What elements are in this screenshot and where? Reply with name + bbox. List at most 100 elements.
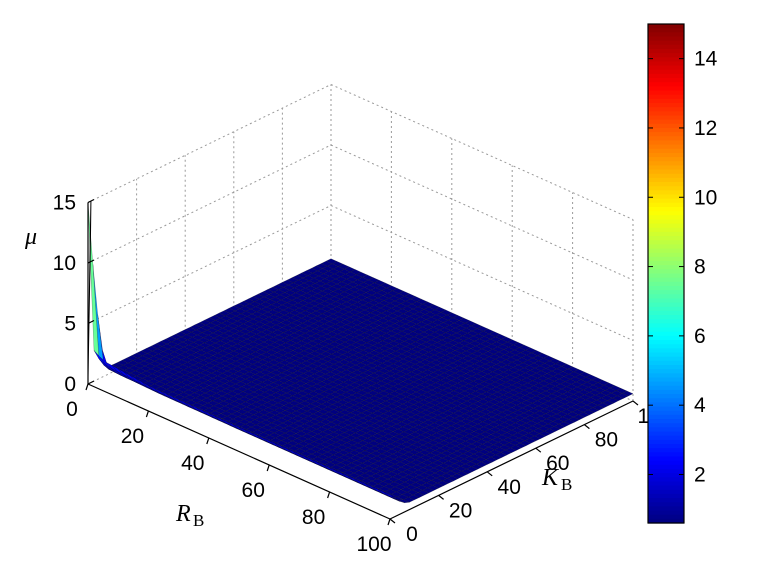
colorbar-strip	[648, 294, 684, 300]
colorbar-strip	[648, 381, 684, 387]
x-tick-mark	[327, 491, 331, 499]
z-tick-label: 10	[53, 252, 76, 275]
x-tick-mark	[85, 383, 89, 391]
z-axis-label: μ	[24, 224, 37, 250]
colorbar-strip	[648, 302, 684, 308]
axes	[87, 202, 634, 520]
colorbar-tick-label: 14	[694, 48, 718, 71]
colorbar-strip	[648, 244, 684, 250]
y-tick-mark	[438, 494, 444, 500]
colorbar-strip	[648, 502, 684, 507]
colorbar-strip	[648, 256, 684, 262]
colorbar: 2 4 6 8 10 12 14	[647, 23, 718, 524]
colorbar-strip	[648, 152, 684, 158]
colorbar-tick-label: 12	[694, 117, 717, 140]
grid-line	[87, 144, 332, 264]
colorbar-strip	[648, 443, 684, 449]
colorbar-strip	[648, 36, 684, 42]
colorbar-strip	[648, 86, 684, 92]
colorbar-strip	[648, 148, 684, 154]
colorbar-strip	[648, 290, 684, 295]
colorbar-strip	[648, 236, 684, 241]
colorbar-strip	[648, 48, 684, 54]
colorbar-strip	[648, 398, 684, 404]
x-tick-label: 80	[302, 506, 325, 529]
x-tick-label: 20	[121, 425, 144, 448]
colorbar-strip	[648, 410, 684, 416]
colorbar-strip	[648, 315, 684, 320]
colorbar-strip	[648, 269, 684, 275]
colorbar-strip	[648, 182, 684, 187]
x-tick-mark	[387, 518, 391, 526]
z-tick-mark	[87, 319, 95, 325]
y-tick-mark	[632, 400, 639, 406]
z-tick-mark	[87, 380, 95, 385]
colorbar-strip	[648, 227, 684, 233]
colorbar-strip	[648, 448, 684, 453]
colorbar-strip	[648, 389, 684, 395]
colorbar-strip	[648, 82, 684, 87]
colorbar-strip	[648, 323, 684, 329]
svg-text:B: B	[561, 475, 572, 494]
z-tick-label: 5	[64, 313, 76, 336]
colorbar-strip	[648, 431, 684, 437]
colorbar-strip	[648, 103, 684, 108]
grid-line	[87, 205, 332, 324]
colorbar-tick-label: 6	[694, 325, 706, 348]
colorbar-strip	[648, 518, 684, 524]
surface-peak	[87, 201, 92, 377]
colorbar-strip	[648, 452, 684, 458]
colorbar-strip	[648, 78, 684, 83]
colorbar-strip	[648, 173, 684, 179]
colorbar-strip	[648, 348, 684, 354]
colorbar-strip	[648, 464, 684, 470]
colorbar-strip	[648, 136, 684, 142]
colorbar-strip	[648, 514, 684, 520]
surface-mesh	[87, 201, 634, 503]
colorbar-strip	[648, 385, 684, 391]
svg-text:B: B	[193, 511, 204, 530]
colorbar-strip	[648, 127, 684, 133]
colorbar-strip	[648, 335, 684, 341]
colorbar-strip	[648, 211, 684, 216]
colorbar-strip	[648, 277, 684, 283]
colorbar-strip	[648, 57, 684, 63]
y-tick-label: 80	[595, 429, 618, 452]
colorbar-strip	[648, 427, 684, 433]
x-axis-line	[87, 383, 391, 520]
colorbar-strip	[648, 506, 684, 512]
colorbar-strip	[648, 489, 684, 495]
colorbar-strip	[648, 344, 684, 349]
y-tick-mark	[584, 424, 590, 430]
colorbar-strip	[648, 132, 684, 137]
colorbar-tick-label: 8	[694, 256, 706, 279]
colorbar-strip	[648, 468, 684, 474]
colorbar-strip	[648, 94, 684, 100]
colorbar-strip	[648, 473, 684, 478]
colorbar-strip	[648, 352, 684, 358]
colorbar-strip	[648, 252, 684, 258]
colorbar-strip	[648, 310, 684, 316]
x-axis-label: R B	[175, 501, 204, 530]
colorbar-strip	[648, 373, 684, 379]
grid-line	[87, 84, 332, 203]
z-tick-mark	[87, 198, 95, 204]
colorbar-strip	[648, 169, 684, 175]
colorbar-strip	[648, 61, 684, 67]
colorbar-strip	[648, 119, 684, 125]
colorbar-strip	[648, 177, 684, 183]
colorbar-strip	[648, 414, 684, 420]
colorbar-strip	[648, 477, 684, 483]
colorbar-tick-label: 4	[694, 394, 706, 417]
colorbar-strip	[648, 248, 684, 254]
colorbar-strip	[648, 273, 684, 279]
x-tick-mark	[266, 464, 270, 472]
x-tick-mark	[145, 410, 149, 418]
colorbar-strip	[648, 198, 684, 204]
colorbar-strip	[648, 306, 684, 312]
y-tick-mark	[389, 518, 396, 524]
colorbar-strip	[648, 161, 684, 166]
z-tick-label: 0	[64, 373, 76, 396]
